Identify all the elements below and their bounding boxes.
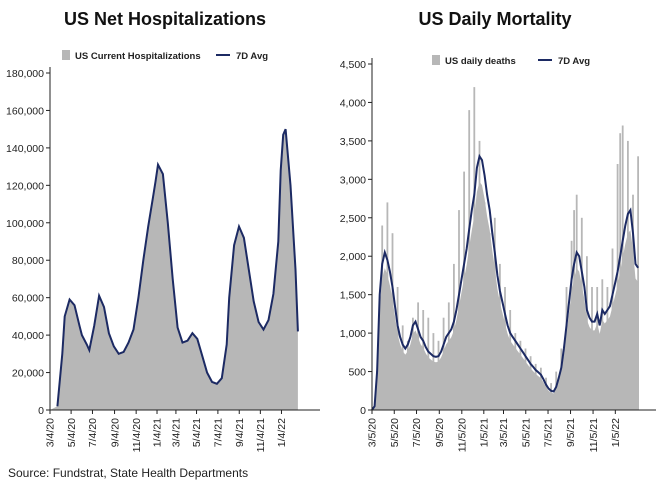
c1-x-tick-label-4: 11/5/20	[456, 418, 468, 452]
c0-y-tick-label-2: 40,000	[12, 330, 44, 342]
c0-legend-label-area: US Current Hospitalizations	[75, 51, 201, 62]
c0-series-area	[50, 129, 298, 410]
hospitalizations-chart-svg: US Net Hospitalizations 0 20,000 40,000 60,0…	[6, 9, 320, 452]
c0-y-tick-label-3: 60,000	[12, 293, 44, 305]
c0-title: US Net Hospitalizations	[64, 9, 266, 29]
c1-x-tick-label-2: 7/5/20	[411, 418, 423, 447]
c1-x-tick-label-9: 9/5/21	[565, 418, 577, 447]
c1-y-tick-label-6: 3,000	[340, 174, 366, 186]
c1-legend-label-line: 7D Avg	[558, 56, 590, 67]
c0-x-tick-label-8: 7/4/21	[213, 418, 225, 447]
c1-title: US Daily Mortality	[418, 9, 571, 29]
c1-x-tick-label-8: 7/5/21	[543, 418, 555, 447]
c1-y-tick-label-2: 1,000	[340, 328, 366, 340]
c0-x-tick-label-4: 11/4/20	[131, 418, 143, 452]
c1-x-tick-label-3: 9/5/20	[434, 418, 446, 447]
mortality-chart-svg: US Daily Mortality 0 500 1,000 1,500 2,000 2,5…	[340, 9, 656, 452]
c1-bar-50	[619, 133, 622, 410]
c0-x-tick-label-3: 9/4/20	[109, 418, 121, 447]
c1-legend-label-area: US daily deaths	[445, 56, 516, 67]
c0-legend-swatch-area	[62, 50, 70, 60]
c0-x-tick-label-10: 11/4/21	[255, 418, 267, 452]
c0-x-tick-label-11: 1/4/22	[276, 418, 288, 447]
c0-y-tick-label-6: 120,000	[6, 180, 44, 192]
c0-x-tick-label-7: 5/4/21	[191, 418, 203, 447]
c0-legend-label-line: 7D Avg	[236, 51, 268, 62]
c1-bars-body	[372, 181, 639, 410]
c1-y-tick-label-8: 4,000	[340, 97, 366, 109]
c1-x-tick-label-0: 3/5/20	[367, 418, 379, 447]
c1-x-tick-label-10: 11/5/21	[588, 418, 600, 452]
c0-y-tick-label-0: 0	[38, 405, 44, 417]
c0-y-tick-label-4: 80,000	[12, 255, 44, 267]
source-note: Source: Fundstrat, State Health Departme…	[8, 466, 249, 480]
c0-x-tick-label-6: 3/4/21	[171, 418, 183, 447]
c0-x-tick-label-5: 1/4/21	[152, 418, 164, 447]
c1-x-tick-label-6: 3/5/21	[498, 418, 510, 447]
c0-x-tick-label-9: 9/4/21	[234, 418, 246, 447]
c0-y-tick-label-8: 160,000	[6, 105, 44, 117]
c1-x-tick-label-7: 5/5/21	[520, 418, 532, 447]
c1-legend-swatch-area	[432, 55, 440, 65]
c1-y-tick-label-5: 2,500	[340, 213, 366, 225]
mortality-chart: US Daily Mortality 0 500 1,000 1,500 2,000 2,5…	[330, 0, 666, 460]
c0-x-tick-label-1: 5/4/20	[66, 418, 78, 447]
c1-y-tick-label-0: 0	[360, 405, 366, 417]
c0-y-tick-label-1: 20,000	[12, 368, 44, 380]
c1-x-tick-label-11: 1/5/22	[610, 418, 622, 447]
c1-x-tick-label-5: 1/5/21	[478, 418, 490, 447]
c1-y-tick-label-4: 2,000	[340, 251, 366, 263]
c0-y-tick-label-7: 140,000	[6, 143, 44, 155]
c0-series-7d-avg-line	[56, 128, 299, 407]
c1-x-tick-label-1: 5/5/20	[389, 418, 401, 447]
c0-x-tick-label-2: 7/4/20	[87, 418, 99, 447]
c1-y-tick-label-9: 4,500	[340, 59, 366, 71]
c1-y-tick-label-7: 3,500	[340, 136, 366, 148]
c1-series-7d-avg-line	[371, 153, 639, 411]
c0-x-tick-label-0: 3/4/20	[45, 418, 57, 447]
hospitalizations-chart: US Net Hospitalizations 0 20,000 40,000 60,0…	[0, 0, 330, 460]
c1-y-tick-label-3: 1,500	[340, 290, 366, 302]
c1-y-tick-label-1: 500	[348, 367, 366, 379]
c0-y-tick-label-5: 100,000	[6, 218, 44, 230]
c0-y-tick-label-9: 180,000	[6, 68, 44, 80]
